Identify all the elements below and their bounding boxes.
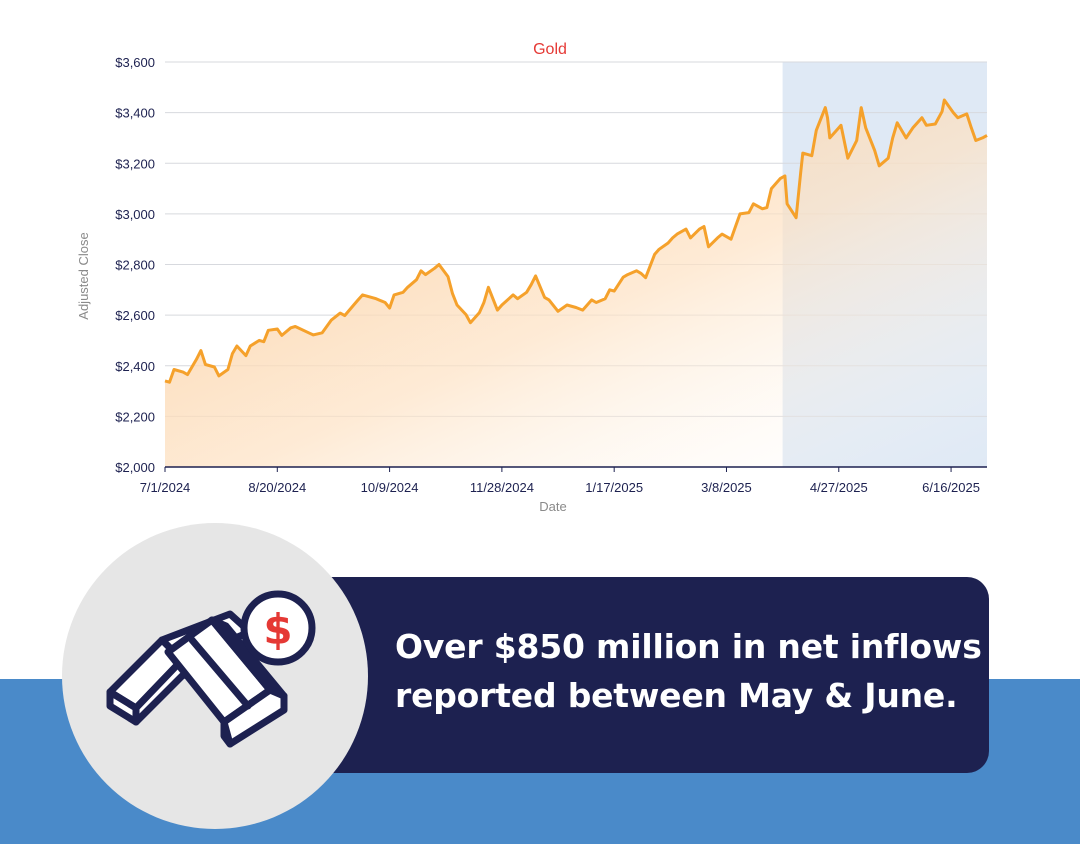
x-tick-label: 1/17/2025: [585, 480, 643, 495]
x-tick-label: 3/8/2025: [701, 480, 752, 495]
callout-banner: [300, 577, 989, 773]
chart-title: Gold: [533, 41, 567, 58]
y-tick-labels: $2,000 $2,200 $2,400 $2,600 $2,800 $3,000 $3,2…: [115, 55, 155, 475]
x-tick-label: 6/16/2025: [922, 480, 980, 495]
x-axis-title: Date: [539, 499, 566, 514]
x-tick-label: 11/28/2024: [470, 480, 534, 495]
y-tick-label: $2,600: [115, 308, 155, 323]
y-tick-label: $2,400: [115, 359, 155, 374]
svg-text:$: $: [263, 605, 292, 654]
x-tick-label: 4/27/2025: [810, 480, 868, 495]
callout-line-2: reported between May & June.: [395, 676, 958, 715]
callout-line-1: Over $850 million in net inflows: [395, 627, 982, 666]
dollar-coin-icon: $: [240, 590, 316, 666]
price-line: [164, 98, 988, 384]
y-axis-title: Adjusted Close: [76, 232, 91, 319]
x-tick-label: 10/9/2024: [361, 480, 419, 495]
x-tick-labels: 7/1/2024 8/20/2024 10/9/2024 11/28/2024 1/17…: [140, 467, 980, 495]
y-tick-label: $2,000: [115, 460, 155, 475]
y-tick-label: $3,600: [115, 55, 155, 70]
x-tick-label: 8/20/2024: [248, 480, 306, 495]
callout-text: Over $850 million in net inflows reporte…: [395, 622, 985, 720]
y-tick-label: $2,800: [115, 258, 155, 273]
gold-price-chart: $2,000 $2,200 $2,400 $2,600 $2,800 $3,000 $3,2…: [76, 41, 988, 514]
price-area-fill: [165, 100, 987, 467]
y-tick-label: $2,200: [115, 409, 155, 424]
y-tick-label: $3,400: [115, 106, 155, 121]
x-tick-label: 7/1/2024: [140, 480, 191, 495]
gold-bars-icon: $: [106, 590, 316, 748]
y-tick-label: $3,000: [115, 207, 155, 222]
y-tick-label: $3,200: [115, 156, 155, 171]
